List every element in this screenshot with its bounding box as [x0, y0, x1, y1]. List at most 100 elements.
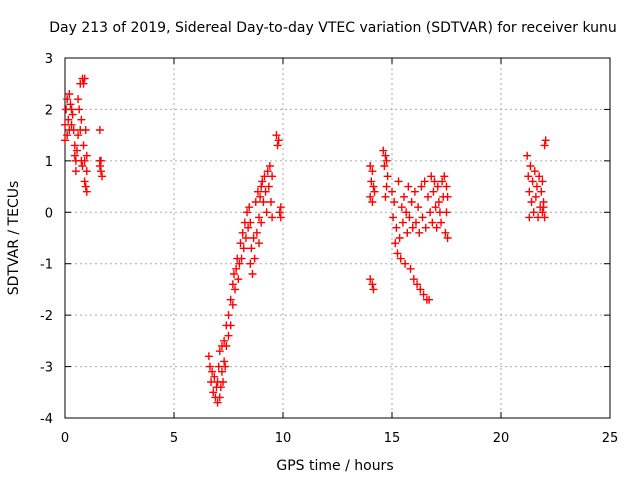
data-point [96, 156, 105, 165]
data-point [70, 151, 79, 160]
data-point [265, 162, 274, 170]
data-point [224, 311, 233, 320]
x-tick-label: 25 [602, 431, 619, 446]
data-point [220, 357, 229, 366]
data-point [259, 198, 268, 206]
data-point [204, 352, 213, 361]
data-point [535, 172, 544, 181]
data-point [217, 367, 226, 376]
data-point [419, 290, 428, 299]
data-point [527, 198, 536, 206]
data-point [426, 208, 435, 217]
y-tick-label: -3 [40, 361, 53, 376]
data-point [68, 110, 77, 119]
data-point [275, 208, 284, 217]
data-points [61, 74, 550, 407]
data-point [78, 162, 87, 170]
data-point [255, 213, 264, 222]
data-point [261, 187, 270, 196]
data-point [70, 141, 79, 150]
y-tick-label: -2 [40, 309, 53, 324]
data-point [224, 331, 233, 340]
data-point [409, 275, 418, 284]
data-point [415, 228, 424, 237]
data-point [253, 187, 262, 196]
data-point [540, 213, 549, 222]
data-point [383, 172, 392, 181]
data-point [523, 151, 532, 160]
data-point [430, 177, 439, 186]
data-point [382, 156, 391, 165]
data-point [215, 347, 224, 356]
data-point [366, 162, 375, 170]
data-point [395, 234, 404, 242]
data-point [438, 177, 447, 186]
data-point [411, 218, 420, 227]
data-point [394, 177, 403, 186]
data-point [382, 182, 391, 191]
data-point [250, 254, 259, 263]
data-point [428, 218, 437, 227]
data-point [80, 177, 89, 186]
data-point [75, 105, 84, 114]
y-tick-label: -1 [40, 258, 53, 273]
data-point [249, 234, 258, 242]
data-point [404, 182, 413, 191]
data-point [241, 234, 250, 242]
axis-ticks: 0 5 10 15 20 25 -4 -3 -2 -1 0 1 2 3 [40, 52, 618, 446]
data-point [272, 131, 281, 140]
data-point [525, 187, 534, 196]
data-point [246, 218, 255, 227]
y-axis-label: SDTVAR / TECUs [6, 181, 22, 296]
y-tick-label: 1 [45, 155, 53, 170]
data-point [398, 218, 407, 227]
data-point [256, 192, 265, 201]
data-point [257, 182, 266, 191]
data-point [267, 198, 276, 206]
data-point [209, 388, 218, 397]
data-point [425, 295, 434, 304]
data-point [408, 223, 417, 232]
data-point [220, 336, 229, 345]
data-point [431, 203, 440, 212]
data-point [82, 167, 91, 176]
data-point [251, 198, 260, 206]
data-point [273, 141, 282, 150]
data-point [370, 187, 379, 196]
data-point [413, 280, 422, 289]
data-point [228, 300, 237, 309]
x-tick-label: 0 [61, 431, 69, 446]
x-tick-label: 20 [493, 431, 510, 446]
data-point [260, 172, 269, 181]
data-point [440, 172, 449, 181]
data-point [235, 259, 244, 268]
data-point [381, 151, 390, 160]
data-point [442, 182, 451, 191]
data-point [366, 275, 375, 284]
data-point [427, 172, 436, 181]
data-point [276, 213, 285, 222]
data-point [366, 192, 375, 201]
data-point [380, 162, 389, 170]
data-point [226, 321, 235, 330]
data-point [96, 167, 105, 176]
data-point [368, 198, 377, 206]
data-point [528, 177, 537, 186]
data-point [229, 270, 238, 278]
data-point [77, 115, 86, 124]
data-point [381, 192, 390, 201]
data-point [74, 131, 83, 140]
data-point [434, 198, 443, 206]
data-point [423, 192, 432, 201]
data-point [402, 208, 411, 217]
data-point [443, 234, 452, 242]
y-tick-label: 3 [45, 52, 53, 67]
data-point [63, 95, 72, 104]
data-point [232, 264, 241, 273]
y-tick-label: 2 [45, 103, 53, 118]
data-point [236, 239, 245, 248]
data-point [255, 239, 264, 248]
data-point [213, 398, 222, 407]
data-point [80, 156, 89, 165]
data-point [432, 223, 441, 232]
